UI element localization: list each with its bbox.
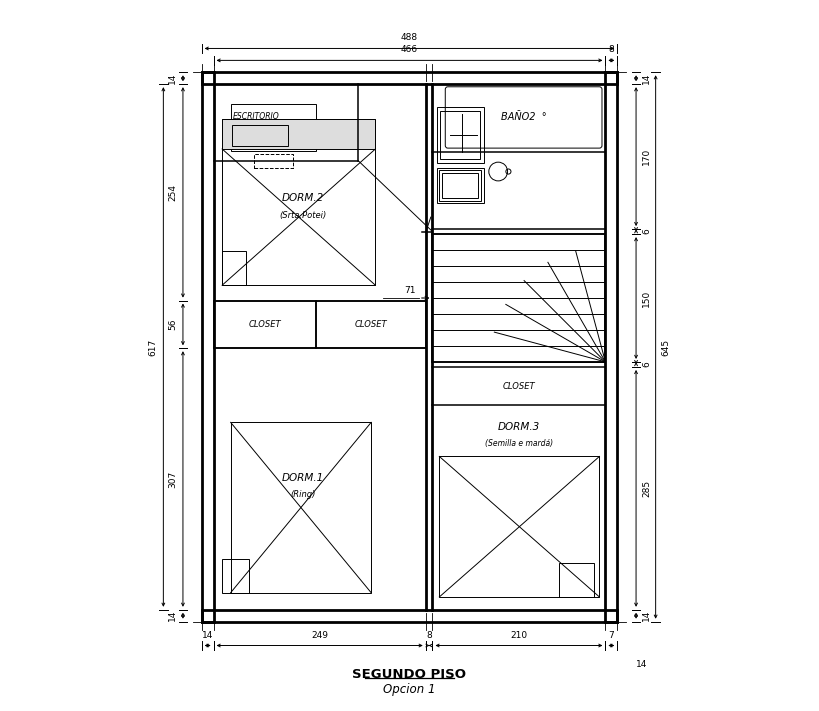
Text: BAÑO2  °: BAÑO2 ° — [500, 112, 546, 122]
Bar — [605, 73, 618, 621]
Text: CLOSET: CLOSET — [355, 320, 387, 329]
Bar — [255, 154, 293, 168]
Bar — [442, 173, 478, 198]
Text: 170: 170 — [642, 148, 651, 165]
Bar — [440, 111, 480, 159]
Text: 254: 254 — [168, 184, 177, 201]
Bar — [222, 559, 249, 593]
Text: 488: 488 — [401, 33, 418, 43]
Text: 14: 14 — [636, 660, 648, 669]
Bar — [439, 456, 600, 597]
Text: (Semilla e mardá): (Semilla e mardá) — [485, 439, 553, 448]
Text: 150: 150 — [642, 289, 651, 306]
Bar — [432, 234, 605, 362]
Bar — [437, 107, 483, 163]
Text: 285: 285 — [642, 480, 651, 497]
Bar — [233, 125, 287, 146]
Bar — [222, 119, 375, 285]
Text: 71: 71 — [404, 286, 415, 294]
Text: 617: 617 — [148, 338, 157, 356]
Bar — [214, 301, 316, 348]
Text: DORM.1: DORM.1 — [282, 473, 324, 483]
Bar — [559, 563, 595, 597]
Text: DORM.2: DORM.2 — [282, 193, 324, 203]
Bar — [439, 170, 481, 201]
Text: ESCRITORIO: ESCRITORIO — [233, 112, 279, 121]
Text: 8: 8 — [609, 46, 614, 55]
Text: SEGUNDO PISO: SEGUNDO PISO — [352, 668, 467, 681]
Bar — [222, 251, 246, 285]
Text: CLOSET: CLOSET — [248, 320, 281, 329]
FancyBboxPatch shape — [446, 87, 602, 148]
Text: 6: 6 — [642, 362, 651, 368]
Text: 14: 14 — [642, 610, 651, 621]
Text: 466: 466 — [401, 46, 418, 55]
Text: 210: 210 — [510, 631, 527, 640]
Bar — [437, 168, 483, 203]
Text: (Srta.Potei): (Srta.Potei) — [279, 211, 327, 220]
Text: 14: 14 — [202, 631, 213, 640]
Text: 249: 249 — [311, 631, 328, 640]
Text: 56: 56 — [168, 319, 177, 330]
Text: 645: 645 — [662, 338, 671, 356]
Text: CLOSET: CLOSET — [503, 382, 536, 391]
Text: Opcion 1: Opcion 1 — [383, 683, 436, 696]
Text: 14: 14 — [168, 73, 177, 84]
Bar — [222, 119, 375, 149]
Bar — [201, 610, 618, 621]
Bar — [201, 73, 214, 621]
Text: (Ring): (Ring) — [291, 491, 315, 499]
Text: 8: 8 — [426, 631, 432, 640]
Bar — [231, 104, 316, 151]
Text: 14: 14 — [642, 73, 651, 84]
Text: 6: 6 — [642, 229, 651, 235]
Bar — [201, 73, 618, 84]
Text: 7: 7 — [609, 631, 614, 640]
Text: 14: 14 — [168, 610, 177, 621]
Text: 307: 307 — [168, 471, 177, 488]
Bar — [231, 422, 371, 593]
Bar — [316, 301, 426, 348]
Text: DORM.3: DORM.3 — [498, 422, 540, 432]
